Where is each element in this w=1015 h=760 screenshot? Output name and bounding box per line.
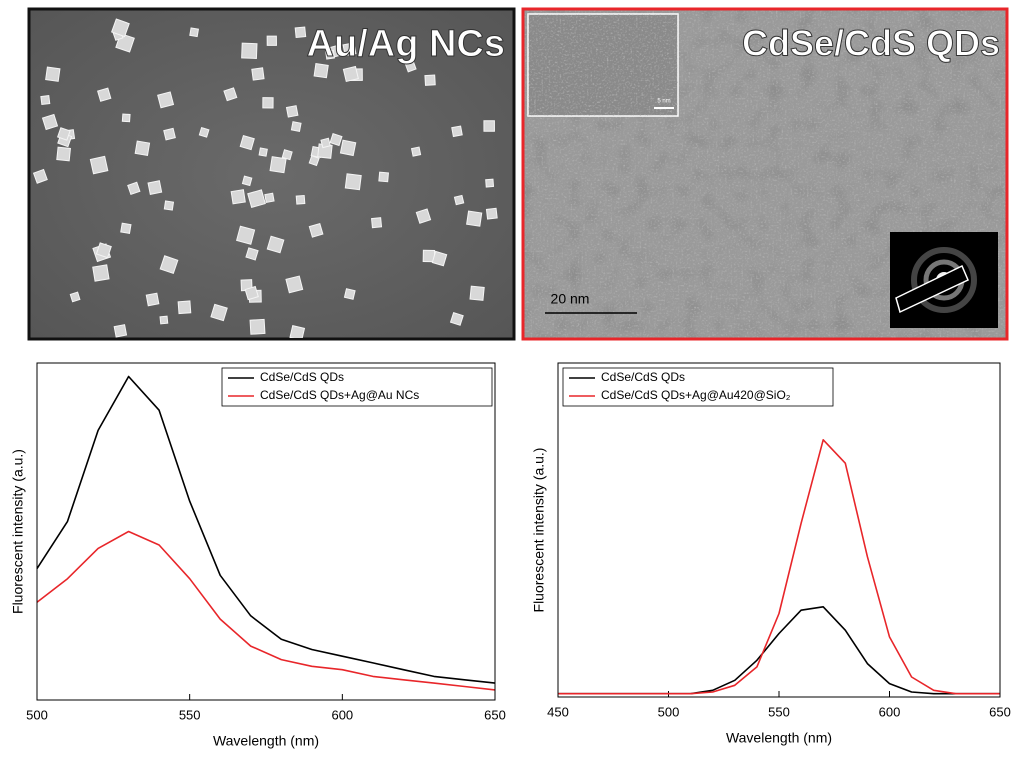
- particle: [242, 43, 257, 58]
- particle: [252, 68, 264, 80]
- particle: [259, 148, 267, 156]
- scale-bar-label: 20 nm: [551, 291, 590, 307]
- particle: [263, 98, 273, 108]
- particle: [93, 265, 109, 281]
- tem-image: 5 nm 20 nm CdSe/CdS QDs: [524, 10, 1006, 338]
- particle: [309, 224, 323, 238]
- x-tick-label: 450: [547, 704, 569, 719]
- particle: [250, 319, 265, 334]
- legend-label: CdSe/CdS QDs: [601, 370, 685, 384]
- particle: [379, 172, 389, 182]
- x-axis-label: Wavelength (nm): [726, 730, 832, 746]
- plot-frame: [558, 363, 1000, 697]
- series-line: [558, 607, 1000, 694]
- particle: [160, 316, 168, 324]
- particle: [114, 325, 126, 337]
- x-tick-label: 550: [768, 704, 790, 719]
- particle: [321, 138, 330, 147]
- particle: [98, 88, 111, 101]
- y-axis-label: Fluorescent intensity (a.u.): [531, 448, 547, 613]
- particle: [70, 292, 80, 302]
- particle: [231, 190, 245, 204]
- series-line: [37, 377, 495, 684]
- particle: [90, 156, 107, 173]
- particle: [343, 67, 358, 82]
- particle: [265, 193, 274, 202]
- particle: [286, 106, 297, 117]
- particle: [432, 251, 446, 265]
- particle: [454, 195, 463, 204]
- particle: [148, 181, 162, 195]
- particle: [245, 287, 258, 300]
- legend-label: CdSe/CdS QDs+Ag@Au420@SiO₂: [601, 388, 791, 402]
- particle: [41, 96, 50, 105]
- page: {"panels": {"sem": {"label": "Au/Ag NCs"…: [0, 0, 1015, 760]
- figure: Au/Ag NCs 5 nm 20 nm CdSe/CdS QDs 500 550…: [0, 0, 1015, 755]
- particle: [122, 114, 130, 122]
- particle: [412, 147, 421, 156]
- particle: [57, 147, 71, 161]
- particle: [146, 293, 159, 306]
- particle: [291, 122, 301, 132]
- x-tick-label: 500: [658, 704, 680, 719]
- particle: [46, 67, 60, 81]
- particle: [240, 136, 254, 150]
- particle: [237, 226, 255, 244]
- particle: [246, 248, 258, 260]
- particle: [314, 64, 328, 78]
- series-line: [558, 440, 1000, 694]
- particle: [164, 201, 173, 210]
- plot-frame: [37, 363, 495, 700]
- x-tick-label: 500: [26, 707, 48, 722]
- particle: [190, 28, 199, 37]
- legend-label: CdSe/CdS QDs+Ag@Au NCs: [260, 388, 419, 402]
- tem-label: CdSe/CdS QDs: [742, 23, 1000, 64]
- inset-scale-label: 5 nm: [657, 99, 670, 105]
- particle: [467, 211, 482, 226]
- x-tick-label: 600: [331, 707, 353, 722]
- particle: [452, 126, 462, 136]
- particle: [296, 196, 305, 205]
- particle: [248, 190, 266, 208]
- x-tick-label: 650: [989, 704, 1011, 719]
- particle: [344, 289, 355, 300]
- particle: [270, 157, 286, 173]
- particle: [178, 301, 191, 314]
- particle: [267, 36, 276, 45]
- particle: [484, 121, 495, 132]
- particle: [199, 128, 209, 138]
- y-axis-label: Fluorescent intensity (a.u.): [10, 449, 26, 614]
- particle: [295, 27, 305, 37]
- particle: [345, 174, 361, 190]
- particle: [470, 286, 484, 300]
- x-tick-label: 550: [179, 707, 201, 722]
- x-tick-label: 650: [484, 707, 506, 722]
- particle: [121, 223, 131, 233]
- particle: [425, 75, 435, 85]
- particle: [286, 276, 303, 293]
- particle: [486, 179, 494, 187]
- particle: [164, 128, 176, 140]
- x-axis-label: Wavelength (nm): [213, 733, 319, 749]
- sem-label: Au/Ag NCs: [307, 23, 505, 65]
- particle: [158, 92, 174, 108]
- tem-inset-grain: [528, 14, 678, 116]
- particle: [372, 218, 382, 228]
- particle: [340, 140, 355, 155]
- particle: [486, 208, 497, 219]
- legend-label: CdSe/CdS QDs: [260, 370, 344, 384]
- particle: [242, 176, 251, 185]
- x-tick-label: 600: [879, 704, 901, 719]
- particle: [135, 141, 149, 155]
- series-line: [37, 532, 495, 690]
